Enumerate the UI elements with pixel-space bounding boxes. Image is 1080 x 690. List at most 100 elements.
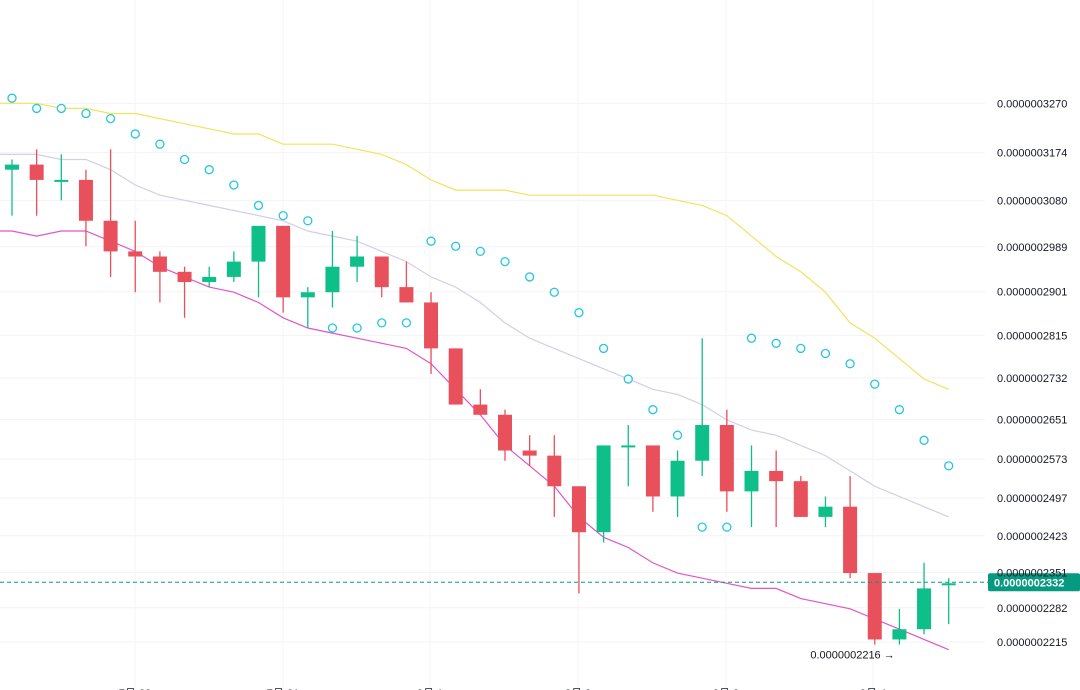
y-tick-label: 0.0000002573 xyxy=(997,454,1067,466)
candle-body xyxy=(251,225,266,262)
upper-band-line xyxy=(0,102,949,390)
bollinger-bands xyxy=(0,102,949,651)
sar-dot xyxy=(204,165,214,175)
sar-dot xyxy=(56,103,66,114)
candle-body xyxy=(103,220,118,252)
candle-body xyxy=(596,445,611,533)
candle-body xyxy=(399,287,414,303)
candle-body xyxy=(350,256,365,267)
sar-dot xyxy=(574,308,584,318)
candle-down xyxy=(522,435,537,466)
candle-up xyxy=(5,159,19,216)
candle-down xyxy=(769,450,784,528)
y-axis: 0.0000003270 0.0000003174 0.0000003080 0.00… xyxy=(997,98,1067,649)
sar-dot xyxy=(352,323,362,333)
candle-body xyxy=(54,179,69,182)
candle-body xyxy=(424,302,439,349)
candle-body xyxy=(5,164,19,170)
sar-dot xyxy=(845,359,855,369)
candle-body xyxy=(645,445,660,497)
candle-up xyxy=(202,266,217,288)
sar-dot xyxy=(771,338,781,348)
y-tick-label: 0.0000002351 xyxy=(997,568,1067,580)
x-tick-label: 8月 3 xyxy=(713,688,739,690)
candle-body xyxy=(892,629,907,640)
candle-up xyxy=(818,496,833,528)
candle-body xyxy=(793,481,808,517)
candle-body xyxy=(473,404,488,415)
candle-down xyxy=(498,409,512,461)
sar-dot xyxy=(155,139,165,149)
candle-down xyxy=(276,225,291,313)
x-tick-label: 8月 4 xyxy=(860,688,886,690)
sar-dot xyxy=(229,180,239,190)
sar-dot xyxy=(870,379,880,389)
candle-up xyxy=(621,424,636,487)
candle-down xyxy=(78,169,93,247)
candle-body xyxy=(276,225,291,298)
candle-down xyxy=(448,348,463,405)
x-axis: 7月 28 7月 31 8月 1 8月 2 8月 3 8月 4 xyxy=(119,688,886,690)
y-tick-label: 0.0000002215 xyxy=(997,637,1067,649)
y-tick-label: 0.0000003174 xyxy=(997,147,1067,159)
sar-dot xyxy=(894,405,905,415)
sar-dot xyxy=(130,129,140,139)
sar-dot xyxy=(944,461,954,471)
candle-body xyxy=(498,414,512,451)
candle-body xyxy=(78,179,93,221)
candle-body xyxy=(374,256,389,288)
candle-body xyxy=(670,460,685,497)
candle-body xyxy=(448,348,463,405)
x-tick-label: 8月 1 xyxy=(417,688,443,690)
candle-down xyxy=(152,251,167,303)
sar-dot xyxy=(7,93,17,103)
lower-band-line xyxy=(0,230,949,651)
candle-body xyxy=(843,506,858,574)
candle-down xyxy=(867,573,882,645)
y-tick-label: 0.0000002423 xyxy=(997,531,1067,543)
sar-dot xyxy=(672,430,683,440)
sar-dot xyxy=(81,108,91,119)
y-tick-label: 0.0000002651 xyxy=(997,414,1067,426)
candle-down xyxy=(719,409,734,512)
y-tick-label: 0.0000002282 xyxy=(997,603,1067,615)
candle-up xyxy=(54,154,69,201)
candle-body xyxy=(128,251,143,257)
sar-dot xyxy=(105,113,116,124)
candle-down xyxy=(843,476,858,579)
candle-down xyxy=(793,476,808,517)
candle-body xyxy=(300,292,315,298)
y-tick-label: 0.0000002989 xyxy=(997,242,1067,254)
sar-dot xyxy=(253,200,264,211)
candle-up xyxy=(251,225,266,298)
candle-body xyxy=(818,506,833,517)
candle-up xyxy=(695,338,710,477)
candle-down xyxy=(374,256,389,298)
y-tick-label: 0.0000002732 xyxy=(997,373,1067,385)
candle-up xyxy=(670,450,685,517)
x-tick-label: 8月 2 xyxy=(565,688,591,690)
candle-up xyxy=(350,236,365,283)
x-tick-label: 7月 31 xyxy=(267,688,299,690)
candle-body xyxy=(547,455,562,487)
candle-body xyxy=(769,470,784,482)
candle-up xyxy=(941,578,956,625)
x-tick-label: 7月 28 xyxy=(119,688,151,690)
candle-up xyxy=(744,445,759,528)
candle-up xyxy=(325,230,340,308)
sar-dot xyxy=(327,323,338,333)
candle-body xyxy=(522,450,537,456)
candle-body xyxy=(719,424,734,492)
candle-body xyxy=(29,164,44,180)
sar-dot xyxy=(377,318,387,328)
candle-body xyxy=(177,271,192,283)
sar-dot xyxy=(746,333,757,343)
y-tick-label: 0.0000002815 xyxy=(997,331,1067,343)
sar-dot xyxy=(623,374,633,384)
sar-dot xyxy=(525,272,535,282)
candle-body xyxy=(621,445,636,448)
sar-dot xyxy=(426,236,436,246)
sar-dot xyxy=(919,435,929,445)
